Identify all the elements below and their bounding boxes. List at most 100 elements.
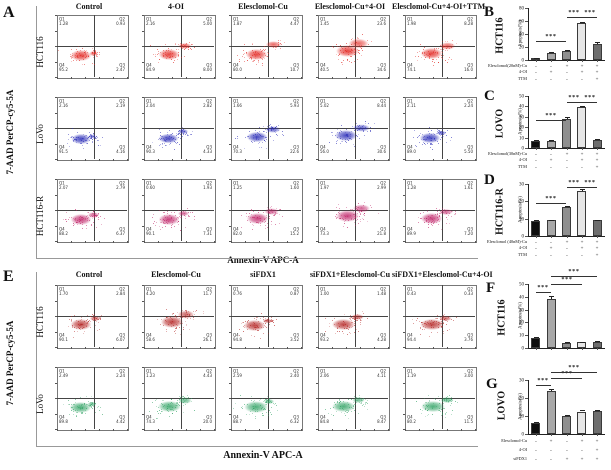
scatter-dot (356, 49, 358, 51)
scatter-dot (360, 319, 362, 321)
scatter-dot (337, 45, 339, 47)
scatter-dot (339, 400, 341, 402)
scatter-dot (354, 395, 356, 397)
x-tick (99, 241, 100, 243)
scatter-dot (161, 144, 163, 146)
scatter-dot (167, 213, 169, 215)
scatter-dot (93, 136, 95, 138)
scatter-dot (268, 397, 270, 399)
x-tick (214, 241, 215, 243)
scatter-dot (249, 131, 251, 133)
scatter-dot (271, 127, 273, 129)
scatter-dot (363, 214, 365, 216)
scatter-dot (350, 139, 352, 141)
x-tick (566, 236, 568, 238)
scatter-dot (340, 131, 342, 133)
scatter-dot (434, 317, 436, 319)
scatter-dot (173, 59, 175, 61)
x-tick (158, 77, 159, 79)
scatter-dot (431, 407, 433, 409)
significance-stars: *** (568, 363, 580, 371)
significance-stars: *** (568, 9, 580, 16)
scatter-dot (336, 327, 338, 329)
quadrant-label: Q2 2.79 (116, 181, 125, 191)
scatter-dot (440, 138, 442, 140)
scatter-dot (252, 51, 254, 53)
scatter-dot (252, 401, 254, 403)
quadrant-label: Q3 4.42 (116, 415, 125, 425)
scatter-dot (170, 408, 172, 410)
density-shift (261, 398, 276, 406)
scatter-dot (356, 400, 358, 402)
scatter-dot (159, 413, 161, 415)
scatter-dot (436, 332, 438, 334)
scatter-dot (351, 219, 353, 221)
x-tick (360, 429, 361, 431)
y-tick (403, 300, 405, 302)
scatter-dot (433, 139, 435, 141)
scatter-dot (91, 52, 93, 54)
scatter-dot (276, 134, 278, 136)
density-shift (175, 210, 191, 218)
scatter-dot (445, 46, 447, 48)
scatter-dot (246, 329, 248, 331)
y-tick (316, 112, 318, 114)
scatter-dot (421, 52, 423, 54)
quadrant-label: Q3 5.50 (464, 145, 473, 155)
scatter-dot (263, 126, 265, 128)
scatter-dot (451, 403, 453, 405)
scatter-dot (359, 211, 361, 213)
quadrant-label: Q1 2.06 (320, 369, 329, 379)
scatter-dot (444, 407, 446, 409)
x-tick (433, 429, 434, 431)
scatter-dot (163, 212, 165, 214)
chart-f: F HCT116 Apoptosis(%) 0 10 20 30 40 50 *** *** **… (482, 268, 611, 372)
scatter-dot (260, 135, 262, 137)
scatter-dot (92, 406, 94, 408)
scatter-dot (94, 136, 96, 138)
scatter-dot (359, 403, 361, 405)
scatter-dot (172, 407, 174, 409)
scatter-dot (364, 212, 366, 214)
scatter-dot (266, 320, 268, 322)
scatter-dot (90, 404, 92, 406)
chart-y-axis-label: Apoptosis(%) (517, 196, 523, 223)
y-tick (403, 61, 405, 63)
matrix-mark: - (550, 447, 552, 453)
scatter-dot (68, 133, 70, 135)
scatter-dot (253, 216, 255, 218)
scatter-dot (443, 318, 445, 320)
scatter-dot (255, 403, 257, 405)
scatter-dot (70, 60, 72, 62)
scatter-dot (177, 311, 179, 313)
scatter-dot (152, 222, 154, 224)
significance-line (581, 17, 598, 19)
quadrant-label: Q1 2.16 (146, 17, 155, 27)
flow-plot: Q1 2.16 Q2 5.00 Q3 8.00 Q4 84.9 (135, 13, 217, 91)
scatter-dot (352, 406, 354, 408)
x-tick (405, 77, 406, 79)
scatter-dot (99, 316, 101, 318)
scatter-dot (94, 50, 96, 52)
scatter-dot (257, 329, 259, 331)
scatter-dot (355, 135, 357, 137)
y-tick (525, 398, 528, 399)
significance-stars: *** (537, 377, 549, 385)
scatter-dot (265, 412, 267, 414)
scatter-dot (179, 317, 181, 319)
x-tick (214, 347, 215, 349)
density-shift (87, 133, 97, 140)
scatter-dot (158, 138, 160, 140)
scatter-dot (357, 314, 359, 316)
scatter-dot (177, 53, 179, 55)
matrix-mark: - (550, 238, 552, 245)
y-tick (525, 380, 528, 381)
x-tick (71, 159, 72, 161)
quadrant-hline (57, 398, 127, 399)
scatter-dot (177, 401, 178, 403)
scatter-dot (251, 406, 253, 408)
scatter-dot (262, 409, 264, 411)
scatter-dot (433, 48, 435, 50)
y-tick (142, 179, 144, 180)
scatter-dot (74, 402, 76, 404)
